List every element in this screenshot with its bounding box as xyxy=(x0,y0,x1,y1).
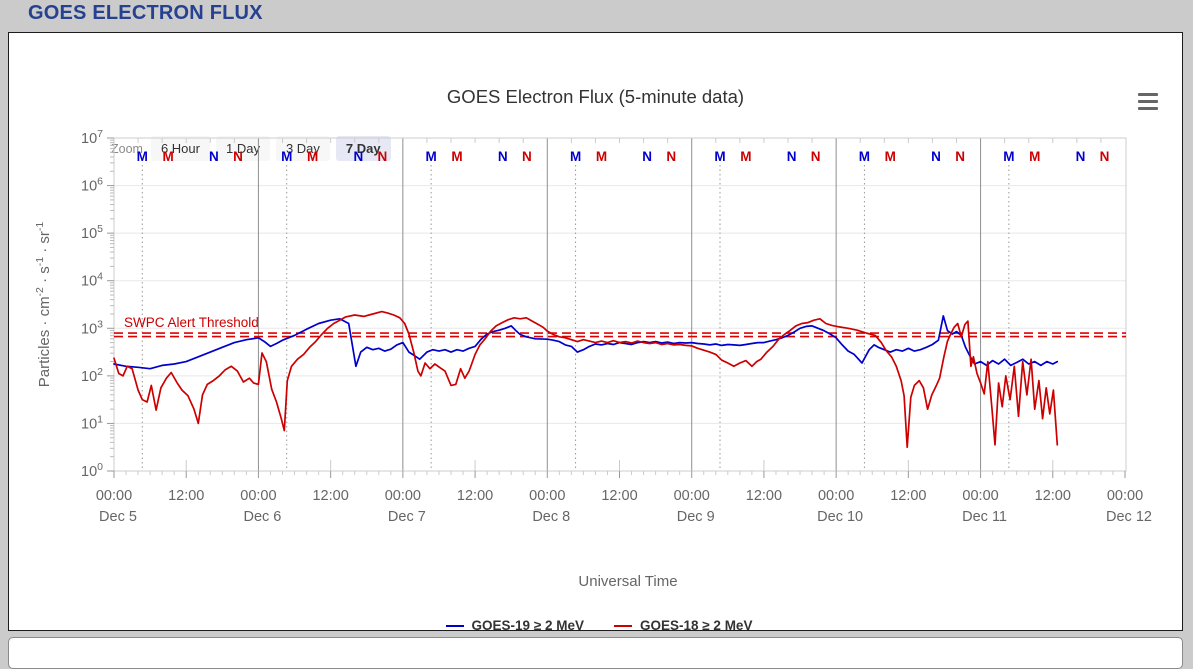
svg-text:M: M xyxy=(859,149,870,164)
page-title: GOES ELECTRON FLUX xyxy=(28,2,263,24)
svg-text:12:00: 12:00 xyxy=(1035,488,1071,504)
svg-text:M: M xyxy=(163,149,174,164)
zoom-button-7day[interactable]: 7 Day xyxy=(335,136,391,161)
chart-panel: GOES Electron Flux (5-minute data) Zoom … xyxy=(8,32,1183,654)
svg-text:12:00: 12:00 xyxy=(746,488,782,504)
hamburger-menu-icon xyxy=(1138,92,1160,110)
svg-text:00:00: 00:00 xyxy=(529,488,565,504)
svg-text:Dec 7: Dec 7 xyxy=(388,509,426,525)
zoom-button-6hour[interactable]: 6 Hour xyxy=(150,136,210,161)
chart-title: GOES Electron Flux (5-minute data) xyxy=(446,86,745,107)
svg-text:105: 105 xyxy=(81,223,103,242)
svg-text:00:00: 00:00 xyxy=(385,488,421,504)
svg-text:106: 106 xyxy=(81,176,103,195)
legend-label-goes19: GOES-19 ≥ 2 MeV xyxy=(471,618,584,633)
svg-text:100: 100 xyxy=(81,461,103,480)
legend-label-goes18: GOES-18 ≥ 2 MeV xyxy=(640,618,753,633)
chart-context-menu-button[interactable] xyxy=(1136,90,1162,112)
goes18-line-swatch xyxy=(614,624,632,627)
svg-text:12:00: 12:00 xyxy=(312,488,348,504)
svg-text:M: M xyxy=(596,149,607,164)
svg-text:Dec 6: Dec 6 xyxy=(243,509,281,525)
svg-text:Dec 11: Dec 11 xyxy=(962,509,1007,525)
goes19-line-swatch xyxy=(445,624,464,627)
svg-text:00:00: 00:00 xyxy=(962,488,998,504)
svg-text:N: N xyxy=(787,149,797,164)
svg-text:M: M xyxy=(451,149,462,164)
svg-text:N: N xyxy=(1076,149,1086,164)
svg-text:00:00: 00:00 xyxy=(240,488,276,504)
svg-text:12:00: 12:00 xyxy=(457,488,493,504)
svg-text:M: M xyxy=(426,149,437,164)
svg-text:12:00: 12:00 xyxy=(890,488,926,504)
svg-text:00:00: 00:00 xyxy=(674,488,710,504)
svg-text:M: M xyxy=(714,149,725,164)
svg-text:M: M xyxy=(570,149,581,164)
x-axis-title: Universal Time xyxy=(578,573,678,590)
svg-text:107: 107 xyxy=(81,128,103,147)
svg-text:M: M xyxy=(885,149,896,164)
svg-text:M: M xyxy=(1003,149,1014,164)
svg-text:N: N xyxy=(642,149,652,164)
svg-text:SWPC Alert Threshold: SWPC Alert Threshold xyxy=(124,315,259,330)
svg-text:N: N xyxy=(1100,149,1110,164)
svg-text:M: M xyxy=(137,149,148,164)
svg-text:12:00: 12:00 xyxy=(601,488,637,504)
svg-text:Dec 9: Dec 9 xyxy=(677,509,715,525)
svg-text:N: N xyxy=(209,149,219,164)
svg-text:00:00: 00:00 xyxy=(818,488,854,504)
svg-text:Dec 10: Dec 10 xyxy=(817,509,863,525)
svg-text:N: N xyxy=(378,149,388,164)
zoom-button-3day[interactable]: 3 Day xyxy=(275,136,330,161)
svg-text:N: N xyxy=(522,149,532,164)
legend-item-goes18[interactable]: GOES-18 ≥ 2 MeV xyxy=(614,618,752,633)
range-selector: Zoom 6 Hour 1 Day 3 Day 7 Day xyxy=(111,136,397,161)
svg-text:M: M xyxy=(740,149,751,164)
legend: GOES-19 ≥ 2 MeV GOES-18 ≥ 2 MeV xyxy=(9,618,1189,633)
svg-text:00:00: 00:00 xyxy=(96,488,132,504)
svg-text:12:00: 12:00 xyxy=(168,488,204,504)
svg-text:M: M xyxy=(307,149,318,164)
svg-text:N: N xyxy=(498,149,508,164)
svg-text:101: 101 xyxy=(81,413,103,432)
legend-item-goes19[interactable]: GOES-19 ≥ 2 MeV xyxy=(445,618,584,633)
svg-text:N: N xyxy=(353,149,363,164)
svg-text:M: M xyxy=(1029,149,1040,164)
svg-text:Dec 5: Dec 5 xyxy=(99,509,137,525)
svg-text:Particles · cm-2 · s-1 · sr-1: Particles · cm-2 · s-1 · sr-1 xyxy=(34,222,53,388)
svg-text:104: 104 xyxy=(81,271,103,290)
svg-text:M: M xyxy=(281,149,292,164)
svg-text:102: 102 xyxy=(81,366,103,385)
svg-text:N: N xyxy=(931,149,941,164)
svg-text:Dec 8: Dec 8 xyxy=(532,509,570,525)
zoom-label: Zoom xyxy=(111,141,143,156)
svg-text:N: N xyxy=(233,149,243,164)
zoom-button-1day[interactable]: 1 Day xyxy=(215,136,270,161)
svg-text:00:00: 00:00 xyxy=(1107,488,1143,504)
next-panel-partial xyxy=(8,637,1183,669)
svg-text:103: 103 xyxy=(81,318,103,337)
svg-text:N: N xyxy=(666,149,676,164)
svg-text:N: N xyxy=(811,149,821,164)
svg-text:Dec 12: Dec 12 xyxy=(1106,509,1152,525)
svg-text:N: N xyxy=(955,149,965,164)
